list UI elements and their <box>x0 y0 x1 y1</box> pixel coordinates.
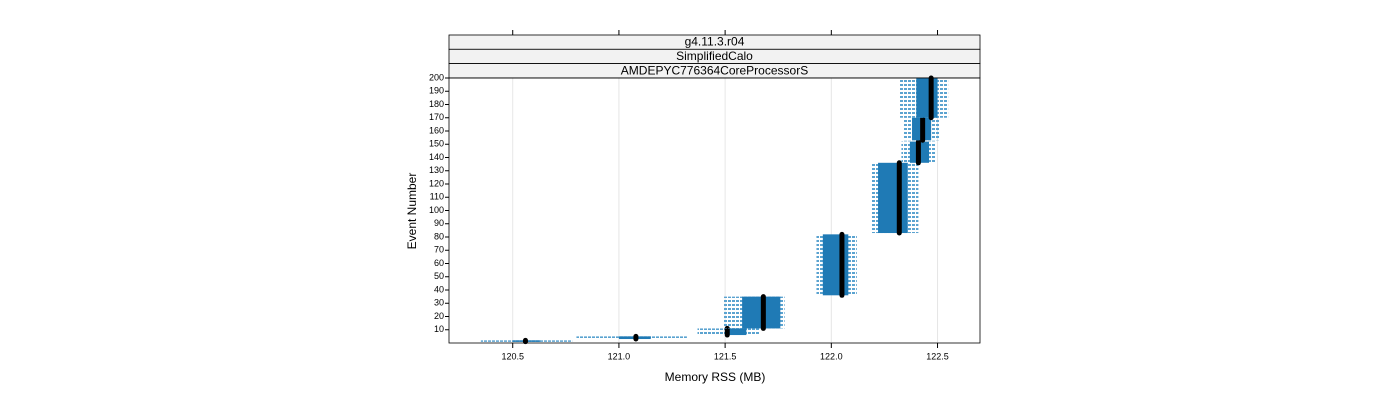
box-range <box>822 234 849 296</box>
y-tick-label: 190 <box>429 86 444 96</box>
x-axis-label: Memory RSS (MB) <box>665 370 766 384</box>
y-tick-label: 60 <box>434 258 444 268</box>
strip-label: g4.11.3.r04 <box>685 35 745 49</box>
y-tick-label: 170 <box>429 112 444 122</box>
y-tick-label: 150 <box>429 139 444 149</box>
y-tick-label: 20 <box>434 311 444 321</box>
box-range <box>916 78 938 118</box>
y-tick-label: 10 <box>434 324 444 334</box>
y-tick-label: 130 <box>429 165 444 175</box>
x-tick-label: 121.5 <box>714 351 737 361</box>
x-tick-label: 120.5 <box>501 351 524 361</box>
y-tick-label: 140 <box>429 152 444 162</box>
y-tick-label: 120 <box>429 178 444 188</box>
y-axis-label: Event Number <box>405 173 419 250</box>
y-tick-label: 40 <box>434 284 444 294</box>
x-tick-label: 122.0 <box>820 351 843 361</box>
y-tick-label: 80 <box>434 231 444 241</box>
y-tick-label: 90 <box>434 218 444 228</box>
y-tick-label: 110 <box>430 192 444 202</box>
x-tick-label: 121.0 <box>608 351 631 361</box>
y-tick-label: 180 <box>429 99 444 109</box>
y-tick-label: 30 <box>434 298 444 308</box>
x-tick-label: 122.5 <box>926 351 949 361</box>
strip-label: AMDEPYC776364CoreProcessorS <box>621 63 808 77</box>
box-range <box>878 162 908 234</box>
strip-label: SimplifiedCalo <box>676 49 753 63</box>
y-tick-label: 70 <box>434 245 444 255</box>
y-tick-label: 160 <box>429 125 444 135</box>
y-tick-label: 50 <box>434 271 444 281</box>
plot-frame <box>448 77 981 344</box>
box-range <box>725 328 747 336</box>
y-tick-label: 200 <box>429 72 444 82</box>
y-tick-label: 100 <box>429 205 444 215</box>
